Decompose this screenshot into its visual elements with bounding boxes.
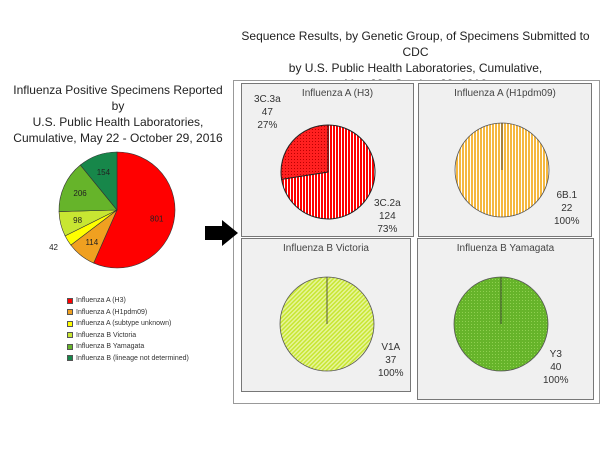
legend-item: Influenza A (H1pdm09) [67,309,147,316]
legend-label: Influenza B Victoria [76,331,137,339]
legend-item: Influenza B (lineage not determined) [67,355,189,362]
panel-title: Influenza A (H1pdm09) [454,88,556,99]
right-title-line: by U.S. Public Health Laboratories, Cumu… [288,61,543,75]
legend-item: Influenza A (H3) [67,297,126,304]
label-3c3a: 3C.3a 47 27% [254,94,281,131]
legend-swatch [67,297,73,304]
right-title-line: Sequence Results, by Genetic Group, of S… [241,29,590,59]
legend-item: Influenza B Yamagata [67,343,144,350]
legend-label: Influenza B Yamagata [76,343,145,350]
legend-label: Influenza A (H3) [76,297,126,304]
panel-title: Influenza B Yamagata [456,243,555,254]
pie-slice [58,164,118,212]
label-y3: Y3 40 100% [543,349,569,386]
arrow-icon [205,220,238,246]
panel-title: Influenza A (H3) [301,88,374,99]
label-v1a: V1A 37 100% [378,342,404,379]
panel-title: Influenza B Victoria [283,243,369,254]
legend-item: Influenza B Victoria [67,332,136,339]
data-label: 154 [97,168,111,177]
legend-swatch [67,343,73,350]
label-3c2a: 3C.2a 124 73% [374,198,401,235]
data-label: 206 [73,189,87,198]
data-label: 98 [73,216,82,225]
legend-label: Influenza A (H1pdm09) [76,308,148,316]
data-label: 114 [85,238,98,247]
label-6b1: 6B.1 22 100% [554,190,580,227]
left-title: Influenza Positive Specimens Reported by… [8,82,228,146]
pie-slice [79,151,118,211]
legend-item: Influenza A (subtype unknown) [67,320,171,327]
left-title-line: Cumulative, May 22 - October 29, 2016 [13,131,223,145]
data-label: 801 [150,214,164,223]
data-label: 42 [49,243,58,252]
legend-swatch [67,355,73,361]
left-title-line: Influenza Positive Specimens Reported by [13,83,223,113]
legend-swatch [67,332,73,338]
pie-slice [93,151,176,269]
legend-swatch [67,320,73,327]
legend-label: Influenza B (lineage not determined) [76,354,189,362]
left-title-line: U.S. Public Health Laboratories, [32,115,204,129]
pie-slice [280,124,329,180]
legend-swatch [67,309,73,315]
legend-label: Influenza A (subtype unknown) [76,320,172,327]
